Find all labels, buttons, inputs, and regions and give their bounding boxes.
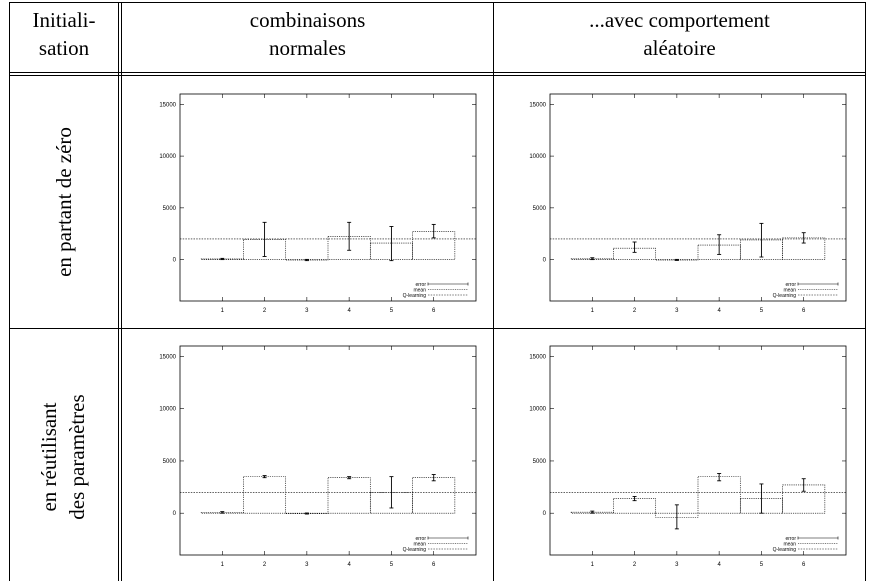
y-tick-label: 5000 <box>533 206 547 212</box>
y-tick-label: 0 <box>173 511 177 517</box>
legend-label: mean <box>413 287 426 293</box>
y-tick-label: 0 <box>173 258 177 264</box>
header-combinaisons: combinaisons normales <box>122 6 493 62</box>
header-initialisation: Initiali- sation <box>10 6 118 62</box>
left-border <box>9 2 10 581</box>
y-tick-label: 5000 <box>163 206 177 212</box>
mean-bar <box>412 231 456 260</box>
legend-label: error <box>785 282 796 288</box>
legend-label: error <box>415 282 426 288</box>
x-tick-label: 3 <box>675 562 679 568</box>
x-tick-label: 1 <box>221 308 225 314</box>
mean-bar <box>782 237 826 260</box>
x-tick-label: 1 <box>591 308 595 314</box>
col-separator-1b <box>121 2 122 581</box>
header-separator-1 <box>9 72 866 73</box>
row-separator <box>9 328 866 329</box>
row-label-zero: en partant de zéro <box>50 97 80 307</box>
header-combinaisons-line1: combinaisons <box>249 8 366 32</box>
x-tick-label: 6 <box>432 308 436 314</box>
x-tick-label: 2 <box>263 562 267 568</box>
x-tick-label: 6 <box>802 308 806 314</box>
plot-frame <box>179 345 477 556</box>
y-tick-label: 15000 <box>529 102 546 108</box>
mean-bar <box>697 476 741 514</box>
plot-frame <box>179 93 477 302</box>
legend-label: Q-learning <box>773 547 797 553</box>
y-tick-label: 0 <box>543 511 547 517</box>
x-tick-label: 4 <box>347 562 351 568</box>
x-tick-label: 1 <box>591 562 595 568</box>
row-label-reuse-line1: en réutilisant <box>37 402 61 512</box>
header-initialisation-line2: sation <box>38 36 90 60</box>
right-border <box>865 2 866 581</box>
x-tick-label: 5 <box>390 562 394 568</box>
y-tick-label: 15000 <box>159 354 176 360</box>
y-tick-label: 15000 <box>159 102 176 108</box>
mean-bar <box>243 239 287 260</box>
x-tick-label: 6 <box>802 562 806 568</box>
col-separator-2 <box>493 2 494 581</box>
legend-label: error <box>415 536 426 542</box>
legend-label: Q-learning <box>403 547 427 553</box>
legend-label: Q-learning <box>403 293 427 299</box>
y-tick-label: 10000 <box>159 154 176 160</box>
plot-frame <box>549 93 847 302</box>
y-tick-label: 10000 <box>529 154 546 160</box>
x-tick-label: 2 <box>633 562 637 568</box>
x-tick-label: 5 <box>390 308 394 314</box>
mean-bar <box>655 512 699 518</box>
x-tick-label: 4 <box>347 308 351 314</box>
x-tick-label: 5 <box>760 562 764 568</box>
header-comportement: ...avec comportement aléatoire <box>494 6 865 62</box>
header-combinaisons-line2: normales <box>269 36 346 60</box>
legend-label: mean <box>783 287 796 293</box>
table-top-border <box>9 2 866 3</box>
y-tick-label: 0 <box>543 258 547 264</box>
mean-bar <box>613 247 657 260</box>
x-tick-label: 1 <box>221 562 225 568</box>
mean-bar <box>613 498 657 514</box>
x-tick-label: 3 <box>305 308 309 314</box>
legend-label: Q-learning <box>773 293 797 299</box>
y-tick-label: 15000 <box>529 354 546 360</box>
x-tick-label: 3 <box>305 562 309 568</box>
x-tick-label: 5 <box>760 308 764 314</box>
mean-bar <box>369 492 413 514</box>
x-tick-label: 2 <box>263 308 267 314</box>
x-tick-label: 3 <box>675 308 679 314</box>
x-tick-label: 4 <box>717 308 721 314</box>
legend-label: mean <box>413 541 426 547</box>
header-comportement-line2: aléatoire <box>643 36 716 60</box>
row-label-reuse-line2: des paramètres <box>65 394 89 520</box>
x-tick-label: 4 <box>717 562 721 568</box>
mean-bar <box>697 244 741 260</box>
y-tick-label: 10000 <box>529 407 546 413</box>
row-label-zero-line1: en partant de zéro <box>52 127 76 277</box>
plot-frame <box>549 345 847 556</box>
header-initialisation-line1: Initiali- <box>32 8 96 32</box>
mean-bar <box>412 477 456 514</box>
mean-bar <box>327 477 371 514</box>
y-tick-label: 5000 <box>163 459 177 465</box>
x-tick-label: 6 <box>432 562 436 568</box>
y-tick-label: 5000 <box>533 459 547 465</box>
row-label-reuse: en réutilisant des paramètres <box>35 352 95 562</box>
header-separator-2 <box>9 75 866 76</box>
mean-bar <box>243 476 287 514</box>
col-separator-1a <box>118 2 119 581</box>
legend-label: error <box>785 536 796 542</box>
x-tick-label: 2 <box>633 308 637 314</box>
legend-label: mean <box>783 541 796 547</box>
header-comportement-line1: ...avec comportement <box>589 8 770 32</box>
y-tick-label: 10000 <box>159 407 176 413</box>
